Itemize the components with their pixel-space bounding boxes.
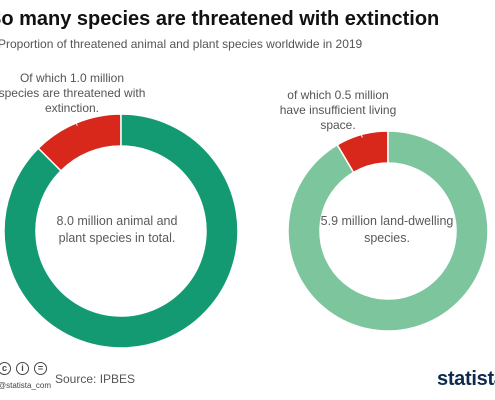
- donut-2-slice-2: [287, 130, 489, 332]
- chart-title: So many species are threatened with exti…: [0, 8, 440, 30]
- social-handle: @statista_com: [0, 381, 52, 390]
- donut-1-slice-2: [3, 113, 239, 349]
- nd-icon[interactable]: =: [34, 362, 47, 375]
- by-icon[interactable]: i: [16, 362, 29, 375]
- annotation-threatened: Of which 1.0 million species are threate…: [0, 71, 146, 115]
- donut-2-leader-line: [359, 131, 363, 138]
- source-note: Source: IPBES: [55, 372, 136, 386]
- donut-chart-total-species: [3, 113, 239, 349]
- chart-subtitle: Proportion of threatened animal and plan…: [0, 37, 363, 51]
- donut-1-leader-line: [73, 119, 78, 126]
- center-label-land: 5.9 million land-dwelling species.: [320, 214, 454, 245]
- statista-logo[interactable]: statista: [437, 368, 495, 390]
- cc-icon[interactable]: c: [0, 362, 11, 375]
- annotation-living-space: of which 0.5 million have insufficient l…: [279, 88, 397, 132]
- license-icons: c i =: [0, 362, 47, 375]
- donut-chart-land-species: [287, 130, 489, 332]
- center-label-total: 8.0 million animal and plant species in …: [56, 214, 178, 245]
